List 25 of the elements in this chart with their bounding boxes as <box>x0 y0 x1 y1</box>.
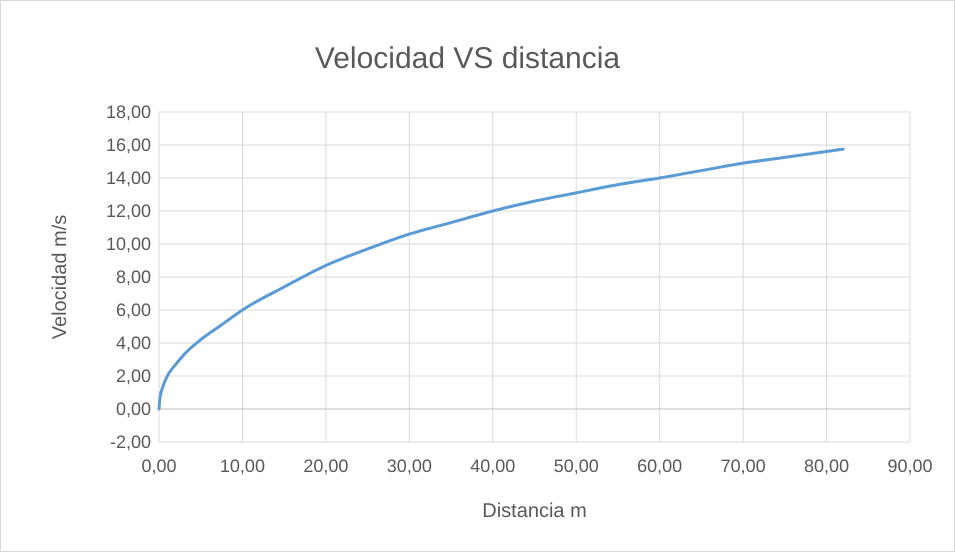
x-tick-label: 90,00 <box>887 456 933 476</box>
y-tick-label: 18,00 <box>106 102 151 122</box>
x-tick-label: 60,00 <box>637 456 682 476</box>
x-tick-label: 50,00 <box>554 456 599 476</box>
y-tick-label: 0,00 <box>116 399 151 419</box>
x-tick-label: 30,00 <box>386 456 432 476</box>
x-tick-label: 20,00 <box>303 456 348 476</box>
x-axis-title: Distancia m <box>482 500 587 522</box>
y-tick-label: 2,00 <box>116 366 151 386</box>
y-tick-label: 10,00 <box>106 234 151 254</box>
chart-title: Velocidad VS distancia <box>314 42 620 75</box>
x-tick-label: 40,00 <box>470 456 516 476</box>
x-tick-label: 0,00 <box>141 456 177 476</box>
y-tick-label: -2,00 <box>110 432 151 452</box>
x-tick-label: 70,00 <box>720 456 766 476</box>
x-tick-label: 10,00 <box>220 456 265 476</box>
y-tick-label: 8,00 <box>116 267 151 287</box>
x-tick-label: 80,00 <box>804 456 850 476</box>
line-series <box>158 148 845 410</box>
y-tick-label: 14,00 <box>106 168 151 188</box>
y-axis-title: Velocidad m/s <box>49 214 71 340</box>
y-tick-label: 16,00 <box>106 135 151 155</box>
y-tick-label: 12,00 <box>106 201 151 221</box>
y-tick-label: 4,00 <box>116 333 151 353</box>
y-tick-label: 6,00 <box>116 300 151 320</box>
